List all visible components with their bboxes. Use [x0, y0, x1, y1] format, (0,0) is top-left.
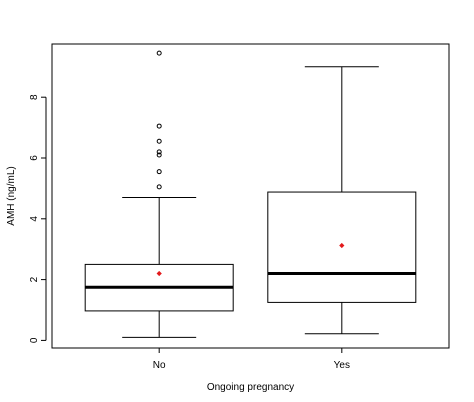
box-no: [84, 50, 234, 338]
outlier-point: [156, 123, 162, 129]
outlier-point: [156, 149, 162, 155]
outlier-point: [156, 50, 162, 56]
outlier-point: [156, 169, 162, 175]
mean-marker: [156, 270, 162, 277]
y-axis: 0 2 4 6 8: [29, 94, 47, 343]
mean-marker: [339, 242, 345, 249]
x-axis-label: Ongoing pregnancy: [207, 382, 294, 393]
y-axis-label: AMH (ng/mL): [6, 166, 17, 225]
x-tick-label: No: [153, 360, 166, 371]
outlier-point: [156, 138, 162, 144]
outlier-point: [156, 152, 162, 158]
y-tick-label: 0: [29, 337, 40, 343]
y-tick-label: 6: [29, 155, 40, 161]
y-tick-label: 4: [29, 216, 40, 222]
box-yes: [267, 66, 417, 335]
y-tick-label: 8: [29, 94, 40, 100]
plot-frame: [51, 43, 450, 349]
outlier-point: [156, 184, 162, 190]
x-axis: No Yes: [153, 348, 350, 371]
boxes: [84, 50, 417, 338]
y-tick-label: 2: [29, 276, 40, 282]
x-tick-label: Yes: [334, 360, 350, 371]
